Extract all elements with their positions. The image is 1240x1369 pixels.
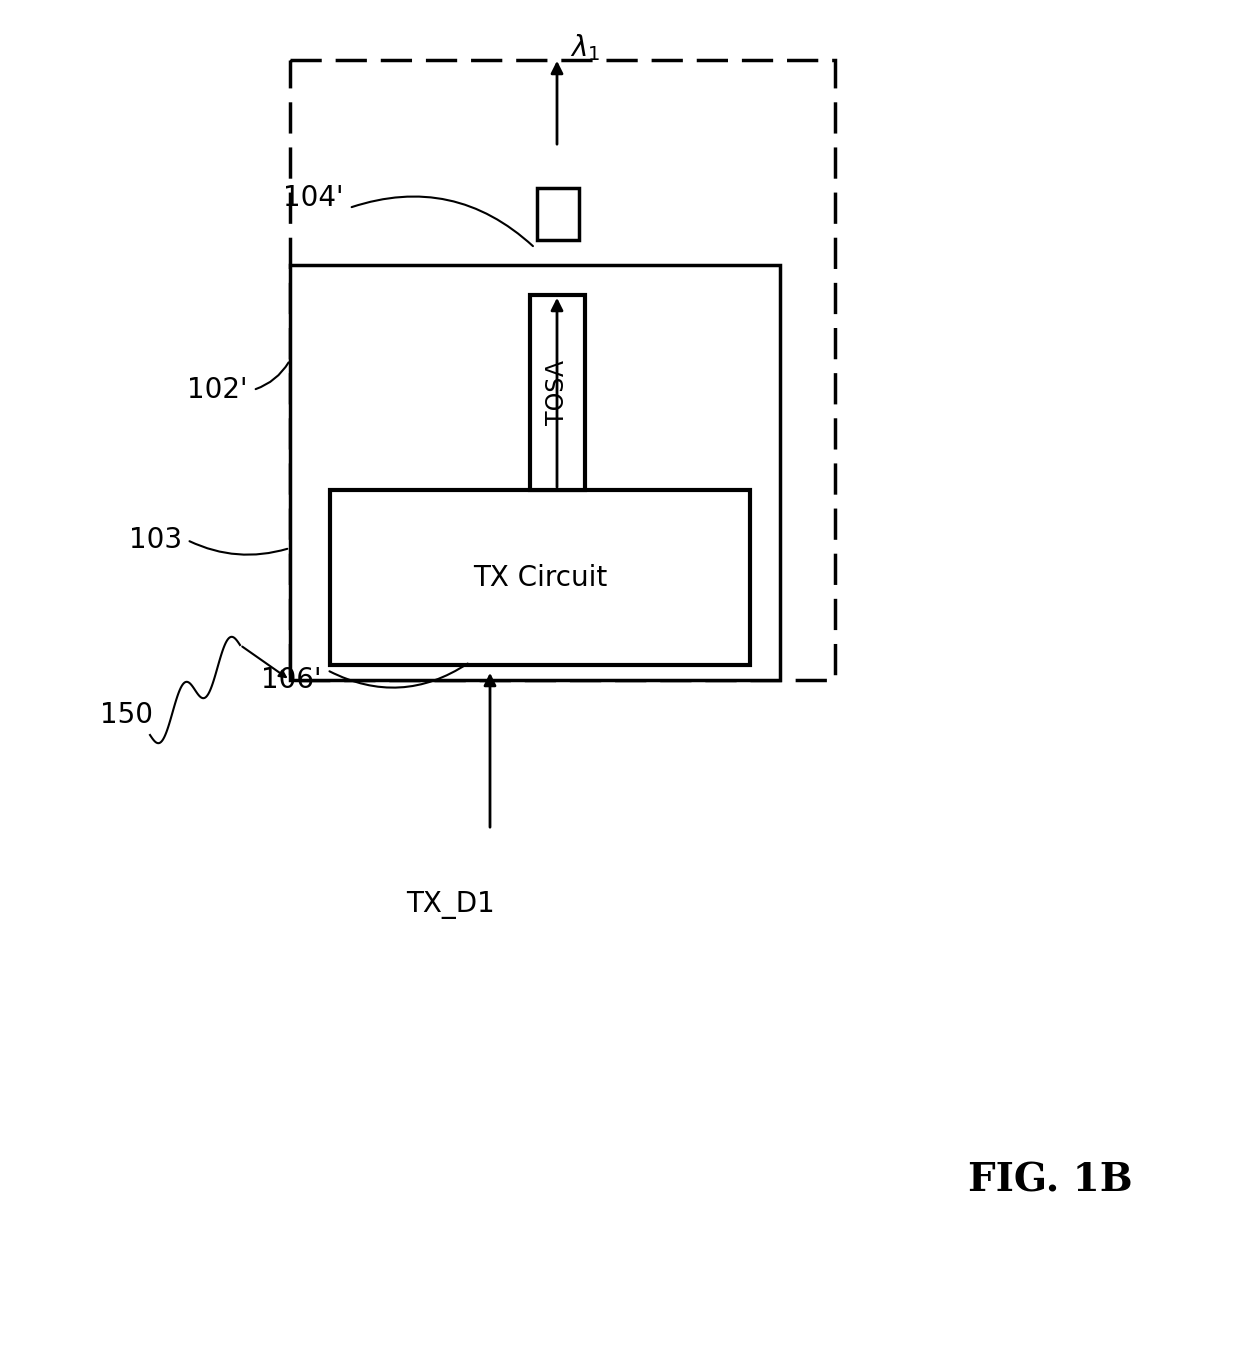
Bar — [290, 266, 780, 680]
Text: $\lambda_1$: $\lambda_1$ — [570, 33, 600, 63]
Text: 104': 104' — [284, 183, 343, 212]
Bar — [330, 490, 750, 665]
Text: 103: 103 — [129, 526, 182, 554]
Text: TOSA: TOSA — [546, 360, 569, 424]
Bar — [537, 188, 579, 240]
Bar — [290, 60, 835, 680]
Text: 106': 106' — [262, 665, 322, 694]
Bar — [529, 294, 585, 490]
Text: TX_D1: TX_D1 — [405, 891, 495, 919]
Text: FIG. 1B: FIG. 1B — [967, 1161, 1132, 1199]
Text: 102': 102' — [187, 376, 248, 404]
Text: 150: 150 — [100, 701, 153, 730]
Text: TX Circuit: TX Circuit — [472, 564, 608, 591]
